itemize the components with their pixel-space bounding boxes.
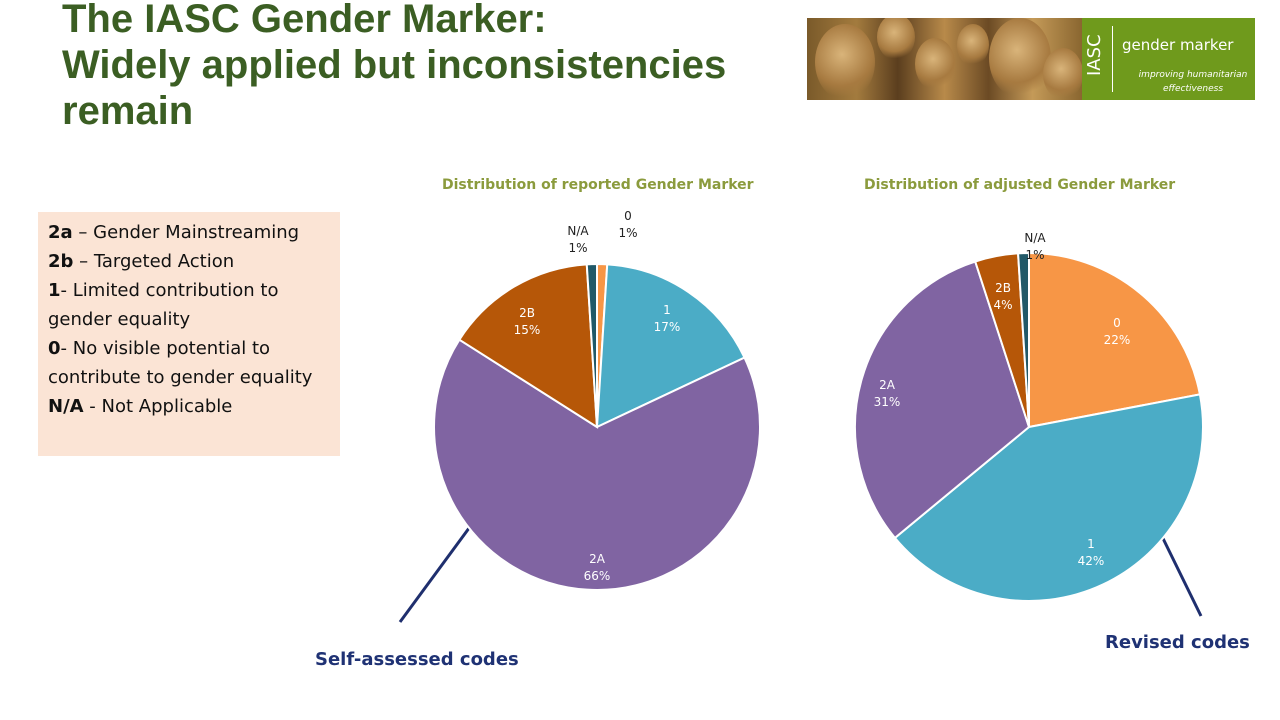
slice-value-label: 42%	[1078, 554, 1105, 568]
brand-divider	[1112, 26, 1113, 92]
pie-slice-na	[1017, 251, 1030, 428]
gender-marker-banner: IASC gender marker improving humanitaria…	[807, 18, 1255, 100]
legend-separator: –	[72, 222, 94, 243]
legend-item: 2a – Gender Mainstreaming	[48, 218, 330, 247]
legend-text: Not Applicable	[101, 396, 233, 417]
slice-label: 2B	[995, 281, 1011, 295]
pie-slice-2b	[457, 263, 599, 429]
slice-value-label: 1%	[1025, 248, 1044, 262]
pie-slice-na	[585, 262, 598, 428]
legend-code: 2a	[48, 222, 73, 243]
title-line-3: remain	[62, 89, 194, 133]
legend-separator: -	[83, 396, 102, 417]
banner-photo	[807, 18, 1082, 100]
legend-item: 2b – Targeted Action	[48, 247, 330, 276]
legend-separator: –	[73, 251, 94, 272]
slice-label: 2B	[519, 306, 535, 320]
legend-text: Targeted Action	[93, 251, 235, 272]
pie-slice-1	[893, 393, 1205, 603]
legend-text: Limited contribution to gender equality	[48, 280, 279, 330]
slice-label: 2A	[879, 378, 896, 392]
slice-label: 1	[663, 303, 671, 317]
legend-item: N/A - Not Applicable	[48, 392, 330, 421]
legend-code: 0	[48, 338, 61, 359]
legend-separator: -	[60, 338, 73, 359]
adjusted-pie: 0 22% 1 42% 2A 31% 2B 4% N/A 1%	[854, 231, 1205, 603]
slice-label: 0	[624, 209, 632, 223]
pie-slice-1	[595, 263, 746, 429]
legend-item: 1- Limited contribution to gender equali…	[48, 276, 330, 334]
code-legend: 2a – Gender Mainstreaming 2b – Targeted …	[38, 212, 340, 456]
reported-pie: 0 1% 1 17% 2A 66% 2B 15% N/A 1%	[433, 209, 761, 591]
slice-value-label: 15%	[514, 323, 541, 337]
page-title: The IASC Gender Marker: Widely applied b…	[62, 0, 802, 134]
slice-label: 0	[1113, 316, 1121, 330]
pie-slice-2a	[433, 338, 761, 591]
legend-code: N/A	[48, 396, 84, 417]
title-line-1: The IASC Gender Marker:	[62, 0, 547, 41]
legend-code: 1	[48, 280, 61, 301]
brand-tagline-1: improving humanitarian	[1138, 70, 1248, 80]
legend-item: 0- No visible potential to contribute to…	[48, 334, 330, 392]
slice-label: N/A	[567, 224, 589, 238]
slice-value-label: 31%	[874, 395, 901, 409]
slice-value-label: 4%	[993, 298, 1012, 312]
legend-text: Gender Mainstreaming	[93, 222, 300, 243]
title-line-2: Widely applied but inconsistencies	[62, 43, 727, 87]
legend-code: 2b	[48, 251, 74, 272]
adjusted-chart-title: Distribution of adjusted Gender Marker	[864, 177, 1176, 193]
revised-caption: Revised codes	[1105, 632, 1250, 653]
pie-slice-0	[1028, 251, 1202, 429]
self-assessed-caption: Self-assessed codes	[315, 649, 519, 670]
pie-slice-2a	[854, 260, 1031, 540]
slice-value-label: 22%	[1104, 333, 1131, 347]
slice-value-label: 66%	[584, 569, 611, 583]
slice-value-label: 17%	[654, 320, 681, 334]
slice-value-label: 1%	[618, 226, 637, 240]
brand-tagline: improving humanitarian effectiveness	[1134, 68, 1252, 96]
legend-text: No visible potential to contribute to ge…	[48, 338, 313, 388]
legend-separator: -	[60, 280, 73, 301]
reported-chart-title: Distribution of reported Gender Marker	[442, 177, 754, 193]
brand-panel: IASC gender marker improving humanitaria…	[1082, 18, 1255, 100]
brand-tagline-2: effectiveness	[1162, 84, 1224, 94]
slice-value-label: 1%	[568, 241, 587, 255]
slice-label: N/A	[1024, 231, 1046, 245]
slice-label: 1	[1087, 537, 1095, 551]
slice-label: 2A	[589, 552, 606, 566]
brand-name: gender marker	[1122, 36, 1234, 54]
